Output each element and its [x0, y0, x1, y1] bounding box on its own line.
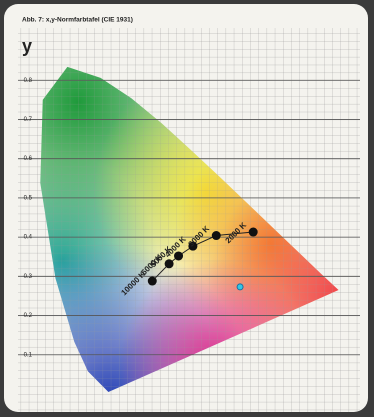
y-tick-label: 0.8 — [24, 78, 33, 84]
y-tick-label: 0.2 — [24, 313, 33, 319]
point — [147, 276, 157, 286]
point — [164, 259, 174, 269]
y-tick-label: 0.6 — [24, 156, 33, 162]
point — [248, 227, 258, 237]
y-tick-label: 0.3 — [24, 274, 33, 280]
y-tick-label: 0.5 — [24, 195, 33, 201]
point — [236, 283, 244, 291]
y-tick-label: 0.7 — [24, 117, 33, 123]
point — [211, 231, 221, 241]
chart-title: Abb. 7: x,y-Normfarbtafel (CIE 1931) — [22, 17, 133, 24]
point — [174, 251, 184, 261]
y-tick-label: 0.4 — [24, 235, 33, 241]
y-axis-label: y — [22, 36, 32, 56]
point — [188, 241, 198, 251]
y-tick-label: 0.1 — [24, 352, 33, 358]
